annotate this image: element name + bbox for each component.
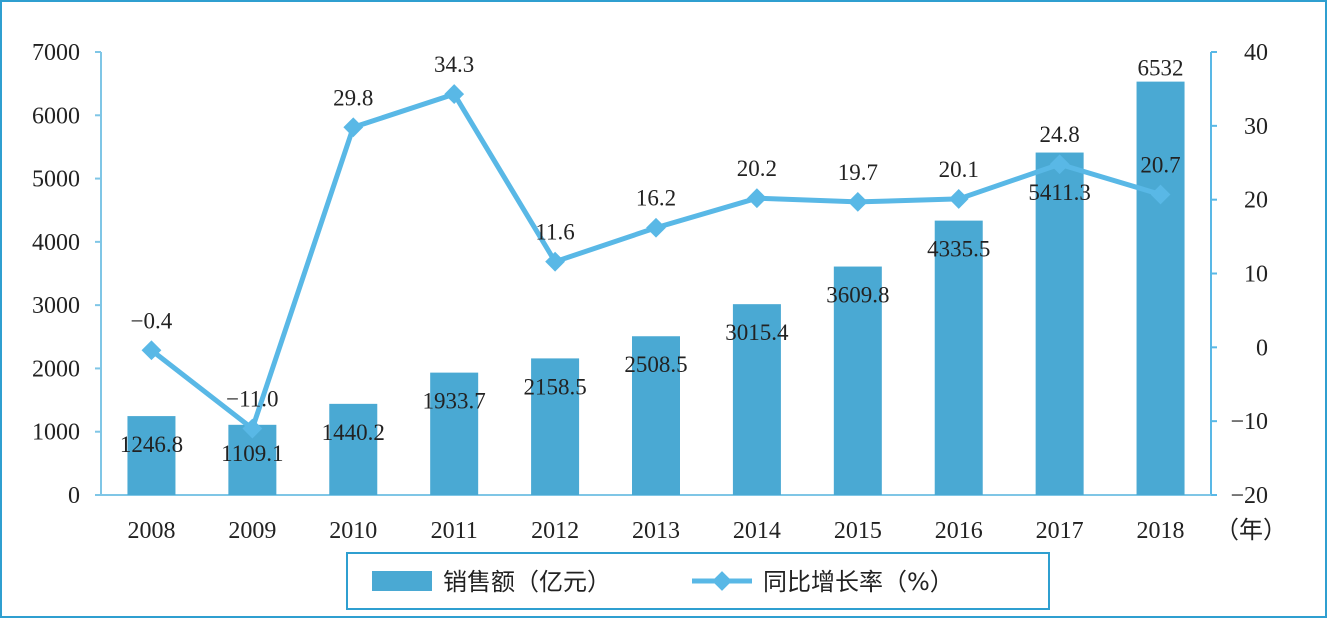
y-left-tick-label: 2000 xyxy=(32,356,80,382)
y-right-tick-label: 10 xyxy=(1244,262,1268,288)
line-point xyxy=(343,117,364,138)
line-point xyxy=(444,84,465,104)
line-point xyxy=(948,189,969,209)
line-data-label: 19.7 xyxy=(838,160,878,185)
bar xyxy=(1136,81,1185,496)
y-right-tick-label: −10 xyxy=(1230,409,1268,435)
x-tick-label: 2008 xyxy=(127,518,175,544)
line-data-label: 20.2 xyxy=(737,156,777,181)
legend-line-marker xyxy=(712,571,732,591)
y-left-tick-label: 0 xyxy=(68,483,80,509)
x-tick-label: 2015 xyxy=(834,518,882,544)
y-right-tick-label: 0 xyxy=(1256,335,1268,361)
y-right-tick-label: 30 xyxy=(1244,114,1268,140)
bar-data-label: 3015.4 xyxy=(725,320,789,345)
line-data-label: −11.0 xyxy=(226,387,278,412)
line-data-label: −0.4 xyxy=(131,308,173,333)
x-tick-label: 2014 xyxy=(733,518,781,544)
bar-data-label: 1933.7 xyxy=(423,389,486,414)
bar xyxy=(732,304,781,495)
x-tick-label: 2010 xyxy=(329,518,377,544)
x-tick-label: 2012 xyxy=(531,518,579,544)
legend-bar-swatch xyxy=(372,571,432,591)
y-left-tick-label: 4000 xyxy=(32,230,80,256)
line-point xyxy=(747,188,767,209)
x-tick-label: 2013 xyxy=(632,518,680,544)
y-left-tick-label: 5000 xyxy=(32,167,80,193)
bar xyxy=(833,266,882,495)
bar-data-label: 6532 xyxy=(1138,56,1184,81)
legend-line-label: 同比增长率（%） xyxy=(763,568,954,596)
line-data-label: 20.7 xyxy=(1140,152,1180,177)
line-point xyxy=(646,217,666,238)
line-data-label: 16.2 xyxy=(636,186,676,211)
y-right-tick-label: 40 xyxy=(1244,40,1268,66)
bar-data-label: 5411.3 xyxy=(1028,180,1090,205)
line-data-label: 29.8 xyxy=(333,85,373,110)
legend-bar-label: 销售额（亿元） xyxy=(443,568,611,596)
line-data-label: 24.8 xyxy=(1040,122,1080,147)
y-right-tick-label: −20 xyxy=(1230,483,1268,509)
line-data-label: 20.1 xyxy=(939,157,979,182)
x-tick-label: 2009 xyxy=(228,518,276,544)
line-point xyxy=(141,340,162,361)
x-axis-unit: （年） xyxy=(1215,517,1287,544)
bar-data-label: 4335.5 xyxy=(927,237,990,262)
x-tick-label: 2017 xyxy=(1036,518,1084,544)
line-point xyxy=(242,418,263,439)
plot-marks: 0 1000 2000 3000 4000 5000 6000 7000 −20 −10 0 10 20… xyxy=(32,40,1268,544)
bar xyxy=(127,416,176,495)
line-point xyxy=(1150,184,1171,205)
bar-data-label: 1109.1 xyxy=(221,441,283,466)
y-left-tick-label: 7000 xyxy=(32,40,80,66)
y-left-tick-label: 6000 xyxy=(32,103,80,129)
bar-data-label: 2508.5 xyxy=(624,352,687,377)
y-left-tick-label: 3000 xyxy=(32,293,80,319)
y-right-tick-label: 20 xyxy=(1244,188,1268,214)
bar-data-label: 2158.5 xyxy=(523,374,586,399)
bar xyxy=(430,372,479,495)
bar xyxy=(934,220,983,495)
bar xyxy=(329,403,378,495)
bar-data-label: 1246.8 xyxy=(120,432,183,457)
line-data-label: 34.3 xyxy=(434,52,474,77)
bar xyxy=(1035,152,1084,496)
x-tick-label: 2018 xyxy=(1137,518,1185,544)
x-tick-label: 2011 xyxy=(431,518,478,544)
bar-data-label: 3609.8 xyxy=(826,283,889,308)
y-left-tick-label: 1000 xyxy=(32,420,80,446)
x-tick-label: 2016 xyxy=(935,518,983,544)
bar-data-label: 1440.2 xyxy=(322,420,385,445)
bar xyxy=(531,358,580,495)
line-point xyxy=(1049,154,1070,175)
bar xyxy=(632,336,680,495)
line-data-label: 11.6 xyxy=(535,220,574,245)
line-point xyxy=(847,191,868,212)
legend: 销售额（亿元） 同比增长率（%） xyxy=(346,552,1050,610)
